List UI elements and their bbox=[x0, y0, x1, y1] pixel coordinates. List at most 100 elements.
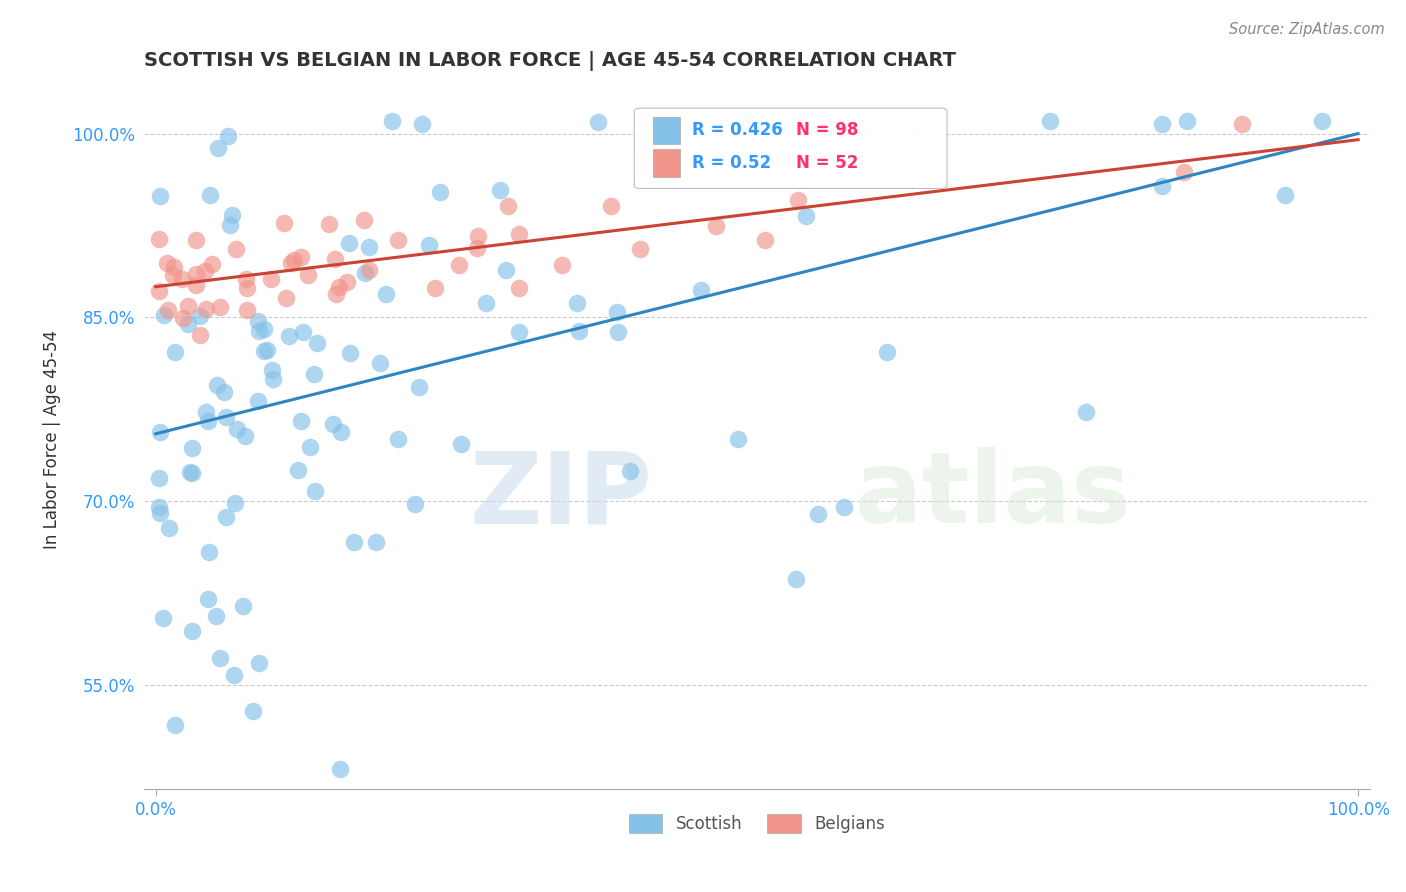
Point bbox=[297, 268, 319, 282]
Point bbox=[449, 258, 471, 272]
Point bbox=[342, 535, 364, 549]
Point bbox=[876, 345, 898, 359]
Point bbox=[208, 300, 231, 314]
Point bbox=[225, 242, 247, 256]
Point bbox=[172, 311, 194, 326]
Point bbox=[475, 296, 498, 310]
Point bbox=[215, 409, 238, 424]
Point bbox=[214, 385, 236, 400]
Point bbox=[704, 219, 727, 233]
Point bbox=[180, 441, 202, 455]
Point bbox=[188, 309, 211, 323]
Point bbox=[198, 188, 221, 202]
Point bbox=[754, 233, 776, 247]
Point bbox=[157, 303, 180, 318]
Point bbox=[235, 272, 257, 286]
Point bbox=[224, 668, 246, 682]
Point bbox=[149, 188, 172, 202]
Point bbox=[366, 534, 388, 549]
Point bbox=[186, 277, 208, 292]
Point bbox=[1076, 405, 1098, 419]
Point bbox=[163, 260, 186, 274]
Point bbox=[796, 209, 818, 223]
Point bbox=[465, 241, 488, 255]
Point bbox=[290, 414, 312, 428]
Point bbox=[786, 194, 808, 208]
Point bbox=[330, 425, 353, 439]
Point bbox=[425, 280, 447, 294]
Point bbox=[226, 422, 249, 436]
Point bbox=[247, 324, 270, 338]
Point bbox=[832, 500, 855, 514]
Point bbox=[207, 141, 229, 155]
Y-axis label: In Labor Force | Age 45-54: In Labor Force | Age 45-54 bbox=[44, 330, 60, 549]
FancyBboxPatch shape bbox=[634, 108, 948, 188]
Point bbox=[1150, 179, 1173, 194]
Point bbox=[304, 483, 326, 498]
Point bbox=[1173, 164, 1195, 178]
Point bbox=[619, 464, 641, 478]
Point bbox=[148, 232, 170, 246]
Point bbox=[1177, 114, 1199, 128]
Point bbox=[495, 262, 517, 277]
Point bbox=[508, 227, 530, 241]
Point bbox=[496, 199, 519, 213]
Point bbox=[628, 243, 651, 257]
Point bbox=[283, 252, 305, 267]
Point bbox=[256, 343, 278, 358]
Point bbox=[253, 322, 276, 336]
Point bbox=[1310, 114, 1333, 128]
Point bbox=[194, 301, 217, 316]
Point bbox=[232, 599, 254, 614]
Point bbox=[408, 380, 430, 394]
Point bbox=[188, 328, 211, 343]
Point bbox=[176, 299, 198, 313]
Bar bbox=[652, 117, 679, 145]
Point bbox=[184, 267, 207, 281]
Point bbox=[336, 275, 359, 289]
Point bbox=[292, 325, 315, 339]
Point bbox=[586, 115, 609, 129]
Point bbox=[247, 393, 270, 408]
Point bbox=[565, 296, 588, 310]
Point bbox=[375, 287, 398, 301]
Point bbox=[280, 256, 302, 270]
Point bbox=[1230, 116, 1253, 130]
Point bbox=[599, 199, 621, 213]
Point bbox=[606, 305, 628, 319]
Point bbox=[689, 283, 711, 297]
Point bbox=[1274, 188, 1296, 202]
Point bbox=[221, 208, 243, 222]
Point bbox=[197, 592, 219, 607]
Point bbox=[149, 506, 172, 520]
Point bbox=[568, 325, 591, 339]
Bar bbox=[652, 149, 679, 177]
Point bbox=[450, 437, 472, 451]
Legend: Scottish, Belgians: Scottish, Belgians bbox=[628, 814, 884, 833]
Point bbox=[1150, 117, 1173, 131]
Point bbox=[197, 414, 219, 428]
Point bbox=[148, 284, 170, 298]
Point bbox=[287, 463, 309, 477]
Point bbox=[219, 218, 242, 232]
Point bbox=[260, 272, 283, 286]
Text: R = 0.52: R = 0.52 bbox=[692, 153, 770, 171]
Point bbox=[157, 521, 180, 535]
Point bbox=[418, 238, 440, 252]
Point bbox=[354, 266, 377, 280]
Point bbox=[607, 325, 630, 339]
Point bbox=[236, 302, 259, 317]
Point bbox=[508, 325, 530, 339]
Point bbox=[727, 432, 749, 446]
Point bbox=[253, 343, 276, 358]
Point bbox=[404, 497, 426, 511]
Point bbox=[201, 257, 224, 271]
Point bbox=[195, 405, 218, 419]
Point bbox=[298, 441, 321, 455]
Point bbox=[467, 228, 489, 243]
Point bbox=[172, 271, 194, 285]
Point bbox=[277, 328, 299, 343]
Point bbox=[339, 346, 361, 360]
Text: R = 0.426: R = 0.426 bbox=[692, 121, 783, 139]
Point bbox=[247, 656, 270, 670]
